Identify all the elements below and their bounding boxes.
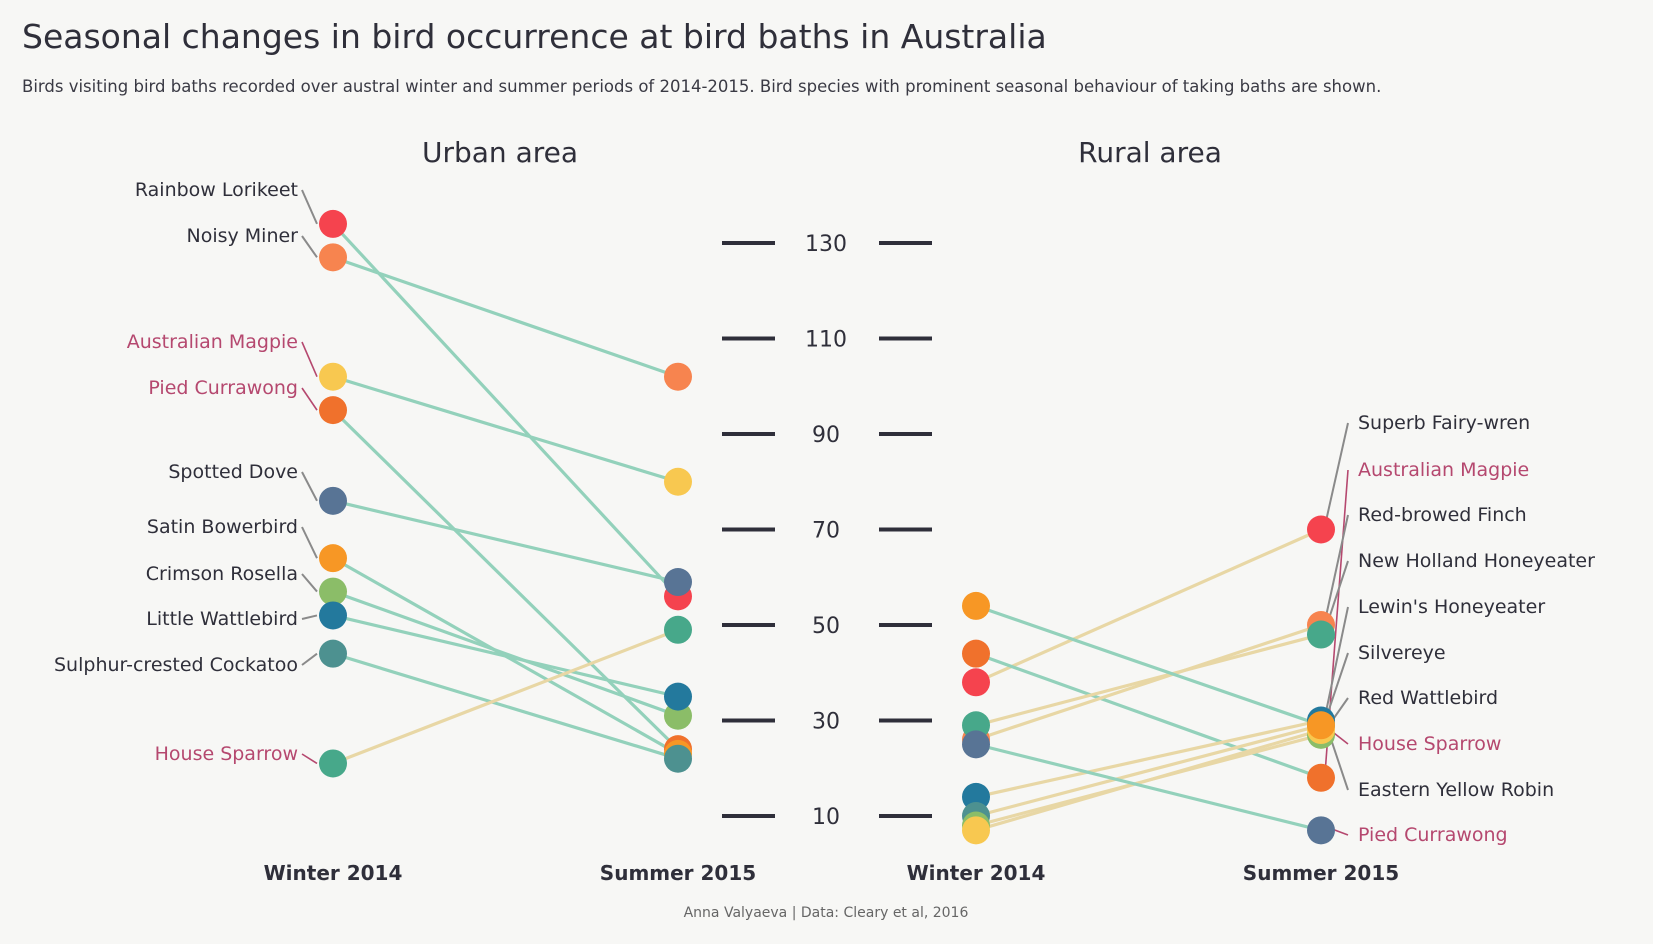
- label-leader: [301, 471, 318, 502]
- slope-line: [975, 742, 1322, 832]
- slope-line: [331, 408, 680, 751]
- tick-label: 10: [812, 805, 840, 830]
- label-leader: [1324, 606, 1349, 717]
- point-summer: [664, 615, 692, 644]
- point-summer: [664, 362, 692, 391]
- label-leader: [301, 652, 318, 666]
- point-summer: [664, 682, 692, 711]
- tick-label: 130: [805, 232, 847, 257]
- tick-label: 110: [805, 328, 847, 353]
- slope-line: [332, 255, 679, 379]
- point-winter: [962, 730, 990, 759]
- x-label-rural-winter: Winter 2014: [907, 861, 1046, 885]
- chart-title: Seasonal changes in bird occurrence at b…: [22, 17, 1047, 56]
- species-label: Pied Currawong: [148, 377, 298, 399]
- species-label: House Sparrow: [155, 743, 298, 765]
- slope-line: [975, 723, 1322, 818]
- point-summer: [1307, 620, 1335, 649]
- x-label-urban-winter: Winter 2014: [264, 861, 403, 885]
- point-winter: [962, 668, 990, 697]
- slope-line: [332, 590, 679, 718]
- point-winter: [962, 639, 990, 668]
- point-summer: [1307, 711, 1335, 740]
- point-winter: [962, 816, 990, 845]
- species-label: Crimson Rosella: [146, 563, 298, 585]
- species-label: Silvereye: [1358, 642, 1446, 664]
- tick-label: 90: [812, 423, 840, 448]
- point-summer: [664, 568, 692, 597]
- panel-title-rural: Rural area: [1078, 136, 1222, 169]
- label-leader: [1324, 422, 1349, 526]
- label-leader: [301, 573, 318, 593]
- slope-line: [975, 718, 1322, 799]
- label-leader: [301, 235, 318, 258]
- point-winter: [319, 544, 347, 573]
- point-winter: [319, 577, 347, 606]
- point-winter: [319, 486, 347, 515]
- species-label: Little Wattlebird: [146, 608, 298, 630]
- label-leader: [301, 387, 318, 411]
- label-leader: [301, 526, 318, 559]
- species-label: Spotted Dove: [168, 461, 298, 483]
- tick-label: 50: [812, 614, 840, 639]
- label-leader: [301, 341, 318, 378]
- point-winter: [319, 243, 347, 272]
- slope-line: [332, 613, 679, 699]
- point-winter: [319, 396, 347, 425]
- point-summer: [664, 467, 692, 496]
- label-leader: [301, 614, 318, 620]
- species-label: Australian Magpie: [1358, 459, 1529, 481]
- label-leader: [1324, 514, 1349, 622]
- point-summer: [1307, 515, 1335, 544]
- species-label: Pied Currawong: [1358, 824, 1508, 846]
- label-leader: [301, 753, 318, 765]
- point-winter: [319, 601, 347, 630]
- slope-line: [331, 222, 680, 598]
- x-label-urban-summer: Summer 2015: [600, 861, 756, 885]
- species-labels: Rainbow Lorikeet Noisy Miner Australian Ma…: [54, 179, 1595, 846]
- slope-line: [975, 728, 1322, 832]
- slope-line: [332, 375, 679, 484]
- slope-line: [975, 623, 1322, 742]
- data-points: [319, 209, 1335, 845]
- y-axis-ticks: 10 30 50 70 90 110 130: [722, 232, 932, 830]
- point-summer: [1307, 763, 1335, 792]
- slope-line: [975, 633, 1322, 727]
- chart-caption: Anna Valyaeva | Data: Cleary et al, 2016: [684, 905, 969, 921]
- point-summer: [664, 744, 692, 773]
- species-label: Lewin's Honeyeater: [1358, 596, 1545, 618]
- point-summer: [1307, 816, 1335, 845]
- panel-title-urban: Urban area: [422, 136, 578, 169]
- label-leaders: [301, 189, 1349, 836]
- species-label: Red-browed Finch: [1358, 504, 1527, 526]
- species-label: Superb Fairy-wren: [1358, 412, 1530, 434]
- species-label: Noisy Miner: [186, 225, 298, 247]
- slope-line: [332, 628, 679, 765]
- slope-lines: [331, 222, 1322, 832]
- slope-line: [332, 652, 679, 761]
- species-label: Satin Bowerbird: [147, 516, 298, 538]
- slope-line: [975, 604, 1322, 727]
- tick-label: 30: [812, 710, 840, 735]
- species-label: Rainbow Lorikeet: [135, 179, 298, 201]
- species-label: House Sparrow: [1358, 733, 1501, 755]
- species-label: Eastern Yellow Robin: [1358, 779, 1554, 801]
- species-label: Red Wattlebird: [1358, 687, 1498, 709]
- point-winter: [319, 362, 347, 391]
- species-label: New Holland Honeyeater: [1358, 550, 1595, 572]
- chart-subtitle: Birds visiting bird baths recorded over …: [22, 77, 1381, 96]
- point-winter: [319, 639, 347, 668]
- tick-label: 70: [812, 519, 840, 544]
- point-winter: [962, 591, 990, 620]
- point-winter: [319, 209, 347, 238]
- slope-line: [975, 652, 1322, 780]
- point-winter: [319, 749, 347, 778]
- x-label-rural-summer: Summer 2015: [1243, 861, 1399, 885]
- slope-line: [975, 528, 1322, 684]
- species-label: Australian Magpie: [127, 331, 298, 353]
- label-leader: [301, 189, 318, 225]
- slope-line: [332, 499, 679, 584]
- species-label: Sulphur-crested Cockatoo: [54, 654, 298, 676]
